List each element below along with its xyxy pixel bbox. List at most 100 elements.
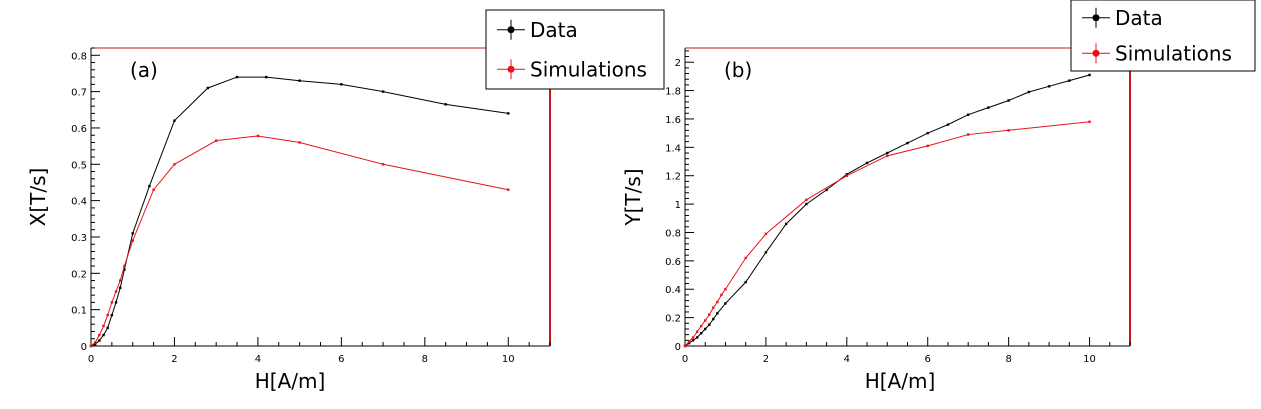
data-point — [716, 300, 719, 304]
data-point — [784, 222, 788, 226]
x-tick-label: 6 — [338, 354, 344, 365]
data-point — [265, 75, 268, 79]
x-tick-label: 4 — [844, 354, 850, 365]
y-tick-label: 0 — [81, 342, 87, 353]
y-tick-label: 0.1 — [71, 306, 87, 317]
data-point — [845, 174, 849, 177]
data-point — [744, 280, 747, 284]
y-tick-label: 1 — [675, 200, 681, 211]
data-point — [114, 290, 118, 293]
data-point — [1027, 90, 1031, 94]
data-point — [1007, 129, 1010, 132]
data-point — [444, 103, 447, 106]
data-point — [724, 302, 727, 305]
data-point — [235, 75, 239, 79]
data-point — [131, 232, 134, 235]
data-point — [691, 336, 695, 339]
y-tick-label: 1.6 — [665, 115, 681, 126]
data-point — [173, 119, 176, 122]
data-point — [507, 112, 510, 115]
data-point — [966, 113, 970, 116]
data-point — [106, 313, 109, 317]
x-tick-label: 8 — [1005, 354, 1011, 365]
data-point — [906, 141, 909, 145]
data-point — [845, 173, 849, 176]
data-point — [110, 301, 114, 304]
data-point — [173, 163, 176, 166]
x-axis-title: H[A/m] — [255, 369, 326, 393]
y-axis-title: Y[T/s] — [621, 168, 645, 226]
legend-box — [1070, 0, 1256, 72]
data-point — [152, 188, 155, 191]
panel-label: (b) — [724, 58, 752, 82]
legend-entry-label: Simulations — [530, 57, 647, 81]
y-tick-label: 2 — [675, 58, 681, 69]
data-point — [687, 340, 691, 343]
y-tick-label: 0.3 — [71, 233, 87, 244]
data-point — [98, 339, 101, 342]
data-point — [340, 83, 343, 86]
data-point — [712, 306, 715, 309]
data-point — [699, 332, 703, 335]
data-point — [102, 333, 105, 337]
data-point — [687, 341, 691, 345]
data-point — [764, 232, 768, 236]
data-point — [699, 324, 703, 328]
y-axis-title: X[T/s] — [26, 168, 50, 227]
data-point — [946, 123, 950, 126]
x-tick-label: 0 — [682, 354, 688, 365]
data-point — [704, 327, 707, 331]
data-point — [214, 139, 218, 142]
data-point — [704, 319, 707, 322]
y-tick-label: 0.2 — [665, 314, 681, 325]
data-point — [805, 198, 808, 202]
y-tick-label: 0.6 — [665, 257, 681, 268]
y-tick-label: 0.8 — [665, 228, 681, 239]
legend-marker — [1092, 14, 1100, 22]
data-point — [256, 134, 260, 138]
data-point — [110, 313, 114, 317]
y-tick-label: 1.2 — [665, 172, 681, 183]
data-point — [886, 154, 889, 158]
data-point — [1068, 79, 1071, 82]
x-tick-label: 8 — [422, 354, 428, 365]
data-point — [93, 341, 97, 344]
data-point — [93, 342, 97, 346]
data-point — [298, 141, 301, 144]
series-line-simulations — [90, 135, 509, 347]
legend-marker — [1092, 49, 1100, 57]
y-tick-label: 0.8 — [71, 51, 87, 62]
data-point — [805, 202, 808, 206]
data-point — [148, 184, 151, 188]
data-point — [119, 279, 122, 282]
data-point — [691, 339, 695, 342]
data-point — [1088, 73, 1091, 77]
data-point — [89, 344, 93, 348]
y-tick-label: 0.4 — [71, 197, 87, 208]
data-point — [123, 268, 126, 271]
y-tick-label: 1.8 — [665, 87, 681, 98]
data-point — [1007, 99, 1010, 102]
y-tick-label: 0.2 — [71, 269, 87, 280]
data-point — [987, 106, 990, 109]
x-tick-label: 2 — [171, 354, 177, 365]
data-point — [381, 90, 385, 93]
data-point — [695, 330, 699, 334]
x-tick-label: 6 — [925, 354, 931, 365]
y-tick-label: 0 — [675, 342, 681, 353]
data-point — [683, 344, 687, 348]
series-line-data — [90, 76, 509, 347]
data-point — [716, 312, 719, 315]
x-tick-label: 4 — [255, 354, 261, 365]
y-tick-label: 0.7 — [71, 88, 87, 99]
y-tick-label: 0.4 — [665, 285, 681, 296]
panel-label: (a) — [130, 58, 158, 82]
data-point — [131, 239, 134, 242]
legend-entry-label: Simulations — [1115, 41, 1232, 65]
data-point — [102, 324, 105, 328]
legend-marker — [507, 26, 515, 34]
data-point — [298, 79, 301, 82]
data-point — [865, 161, 869, 165]
